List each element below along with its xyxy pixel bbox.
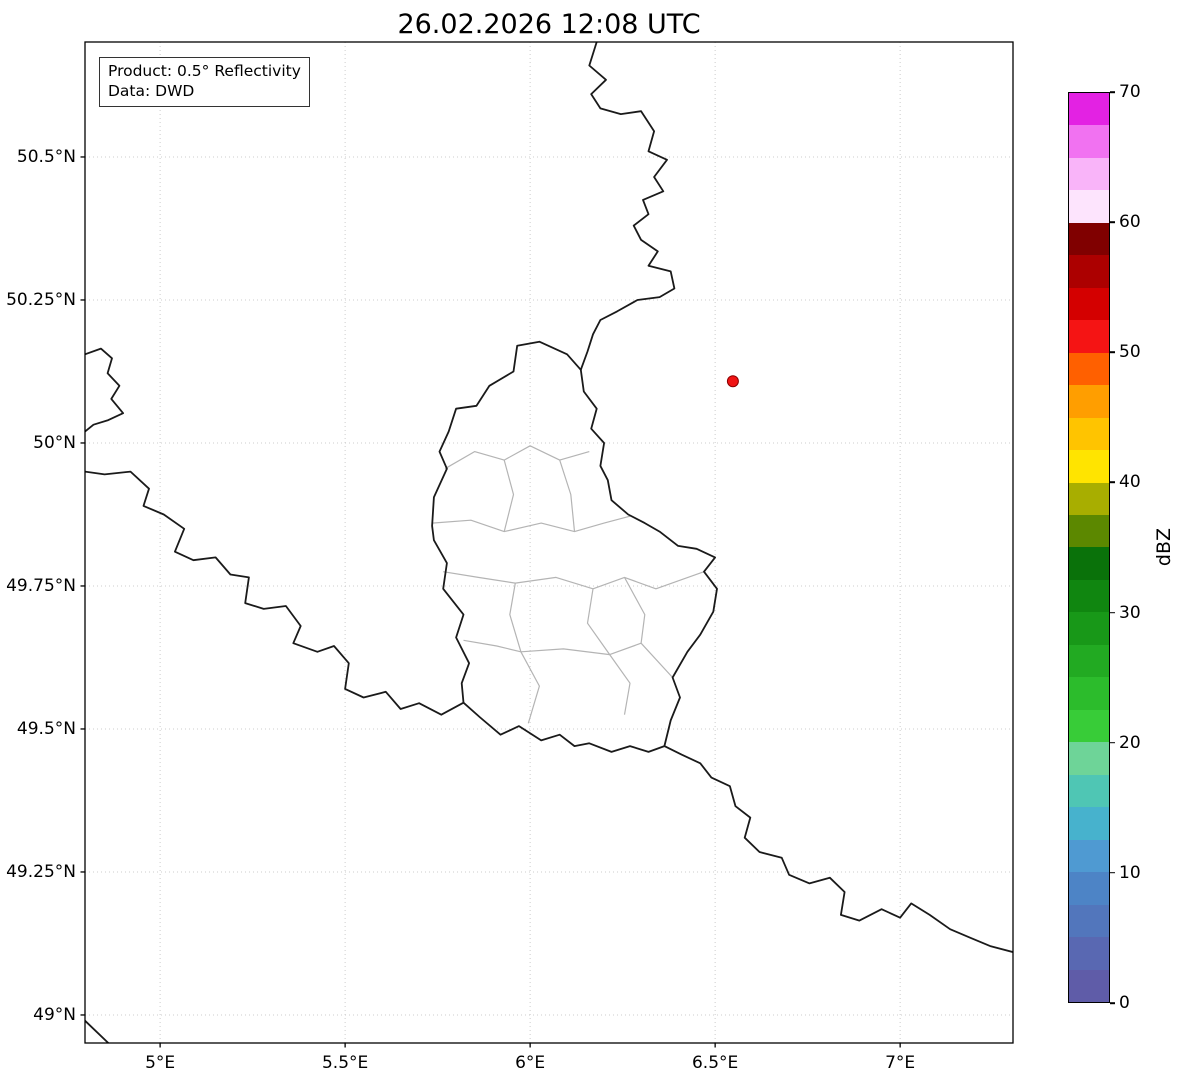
- regional-border-line: [444, 445, 590, 470]
- y-tick-label: 50.5°N: [16, 146, 76, 167]
- national-border-line: [663, 745, 1013, 953]
- colorbar-tick: [1110, 611, 1115, 614]
- colorbar-tick-label: 10: [1119, 862, 1141, 883]
- colorbar-segment: [1069, 125, 1109, 158]
- colorbar-segment: [1069, 255, 1109, 288]
- regional-border-line: [559, 459, 576, 532]
- colorbar-segment: [1069, 807, 1109, 840]
- colorbar-tick: [1110, 221, 1115, 223]
- colorbar-tick-label: 30: [1119, 602, 1141, 623]
- colorbar-segment: [1069, 287, 1109, 321]
- colorbar-tick-label: 70: [1119, 82, 1141, 102]
- radar-site-marker: [726, 375, 739, 388]
- colorbar-segment: [1069, 742, 1109, 775]
- colorbar: [1068, 92, 1110, 1003]
- colorbar-segment: [1069, 872, 1109, 905]
- regional-border-line: [520, 651, 540, 724]
- colorbar-segment: [1069, 937, 1109, 970]
- colorbar-segment: [1069, 514, 1109, 548]
- colorbar-segment: [1069, 677, 1109, 710]
- x-tick-label: 6°E: [515, 1053, 546, 1073]
- regional-border-line: [586, 588, 611, 655]
- colorbar-segment: [1069, 222, 1109, 256]
- colorbar-segment: [1069, 157, 1109, 191]
- colorbar-segment: [1069, 320, 1109, 353]
- colorbar-segment: [1069, 352, 1109, 386]
- colorbar-segment: [1069, 450, 1109, 483]
- national-border-line: [85, 470, 465, 716]
- colorbar-segment: [1069, 904, 1109, 938]
- y-tick-label: 49.5°N: [16, 718, 76, 739]
- national-border-line: [579, 42, 676, 371]
- colorbar-segment: [1069, 417, 1109, 451]
- regional-border-line: [609, 654, 631, 715]
- colorbar-tick: [1110, 741, 1115, 744]
- colorbar-tick-label: 60: [1119, 212, 1141, 233]
- y-tick-label: 49°N: [33, 1004, 76, 1025]
- x-tick-label: 7°E: [885, 1053, 916, 1073]
- y-tick-label: 50.25°N: [6, 289, 76, 310]
- colorbar-segment: [1069, 709, 1109, 743]
- y-tick-label: 50°N: [33, 432, 76, 453]
- x-tick-label: 6.5°E: [691, 1053, 739, 1073]
- colorbar-segment: [1069, 482, 1109, 515]
- regional-border-line: [463, 639, 674, 678]
- colorbar-tick-label: 0: [1119, 993, 1130, 1013]
- axes-frame: [84, 41, 1014, 1044]
- colorbar-tick: [1110, 481, 1115, 484]
- regional-border-line: [509, 582, 522, 652]
- colorbar-segment: [1069, 92, 1109, 126]
- product-info-box: Product: 0.5° Reflectivity Data: DWD: [99, 57, 310, 107]
- national-border-line: [85, 347, 124, 433]
- y-tick-label: 49.25°N: [6, 861, 76, 882]
- colorbar-segment: [1069, 644, 1109, 678]
- regional-border-line: [623, 577, 646, 644]
- plot-title: 26.02.2026 12:08 UTC: [397, 9, 701, 40]
- colorbar-tick: [1110, 872, 1115, 874]
- colorbar-tick-label: 50: [1119, 342, 1141, 363]
- colorbar-segment: [1069, 385, 1109, 418]
- colorbar-segment: [1069, 839, 1109, 873]
- colorbar-tick: [1110, 351, 1115, 354]
- regional-border-line: [432, 515, 631, 533]
- x-tick-label: 5.5°E: [321, 1053, 369, 1073]
- regional-border-line: [443, 571, 705, 590]
- national-border-line: [85, 1019, 110, 1043]
- colorbar-label: dBZ: [1153, 527, 1175, 567]
- product-info-line1: Product: 0.5° Reflectivity: [108, 62, 301, 80]
- regional-border-line: [503, 459, 515, 532]
- colorbar-segment: [1069, 579, 1109, 613]
- colorbar-tick: [1110, 1002, 1115, 1004]
- colorbar-segment: [1069, 774, 1109, 808]
- national-border-line: [431, 340, 718, 753]
- colorbar-segment: [1069, 969, 1109, 1002]
- colorbar-tick-label: 20: [1119, 732, 1141, 753]
- colorbar-segment: [1069, 547, 1109, 580]
- colorbar-tick-label: 40: [1119, 472, 1141, 493]
- colorbar-segment: [1069, 612, 1109, 645]
- product-info-line2: Data: DWD: [108, 82, 195, 101]
- colorbar-tick: [1110, 91, 1115, 93]
- x-tick-label: 5°E: [145, 1053, 176, 1073]
- colorbar-segment: [1069, 190, 1109, 223]
- y-tick-label: 49.75°N: [6, 575, 76, 596]
